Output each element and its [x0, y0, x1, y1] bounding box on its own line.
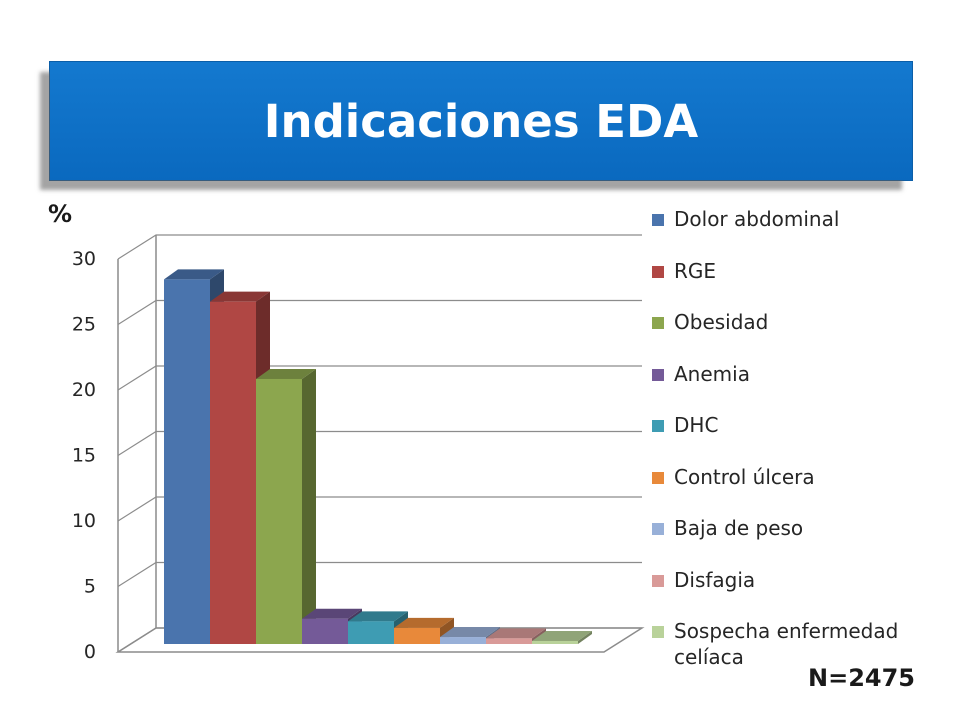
legend-swatch: [652, 317, 664, 329]
y-tick-label: 20: [72, 379, 96, 401]
bar-top: [302, 608, 362, 619]
legend-label: Dolor abdominal: [674, 207, 840, 231]
legend-label: DHC: [674, 413, 719, 437]
legend-label: Obesidad: [674, 310, 769, 334]
bar: [532, 640, 578, 644]
gridline: [117, 430, 642, 457]
bar-top: [394, 617, 454, 628]
legend-item: Disfagia: [652, 567, 934, 593]
bar-top: [164, 269, 224, 280]
legend-label: RGE: [674, 258, 717, 283]
bar: [302, 618, 348, 644]
bar: [256, 378, 302, 644]
y-tick-label: 5: [84, 576, 96, 598]
legend-label: Control úlcera: [674, 464, 815, 489]
y-axis-label: %: [48, 200, 73, 228]
legend-label: Sospecha enfermedad celíaca: [674, 619, 899, 669]
y-tick-label: 15: [72, 445, 96, 467]
title-banner: Indicaciones EDA: [50, 62, 912, 180]
bar-top: [532, 630, 592, 641]
legend-label: Baja de peso: [674, 516, 804, 540]
y-tick-label: 10: [72, 510, 96, 532]
legend-item: Dolor abdominal: [652, 206, 934, 232]
legend-swatch: [652, 523, 664, 535]
legend-swatch: [652, 214, 664, 226]
gridline: [117, 299, 642, 326]
bar: [440, 637, 486, 644]
bar: [486, 638, 532, 644]
legend-item: Control úlcera: [652, 464, 934, 490]
chart-title: Indicaciones EDA: [263, 94, 699, 148]
gridline: [117, 365, 642, 391]
legend-swatch: [652, 626, 664, 638]
bar: [348, 621, 394, 644]
legend-label: Anemia: [674, 361, 750, 386]
gridline: [117, 234, 642, 260]
legend-item: DHC: [652, 412, 934, 438]
legend-item: RGE: [652, 258, 934, 284]
gridline: [117, 561, 642, 588]
bar-top: [440, 627, 500, 638]
legend-label: Disfagia: [674, 567, 756, 592]
legend-item: Anemia: [652, 361, 934, 387]
bar-side: [578, 630, 592, 644]
bar: [210, 301, 256, 644]
sample-size-label: N=2475: [808, 664, 915, 692]
legend-swatch: [652, 368, 664, 381]
legend-item: Sospecha enfermedad celíaca: [652, 618, 934, 670]
bar-top: [256, 368, 316, 379]
legend-swatch: [652, 265, 664, 278]
legend-swatch: [652, 471, 664, 484]
bar-top: [348, 611, 408, 622]
legend-item: Obesidad: [652, 309, 934, 335]
bar-top: [486, 628, 546, 639]
bar-top: [210, 291, 270, 302]
gridline: [117, 496, 642, 522]
bar-side: [302, 368, 316, 644]
y-tick-label: 25: [72, 314, 96, 336]
legend-swatch: [652, 574, 664, 587]
bar: [394, 627, 440, 644]
y-tick-label: 0: [84, 641, 96, 663]
legend-swatch: [652, 420, 664, 432]
y-tick-label: 30: [72, 248, 96, 270]
bar: [164, 279, 210, 644]
legend-item: Baja de peso: [652, 515, 934, 541]
